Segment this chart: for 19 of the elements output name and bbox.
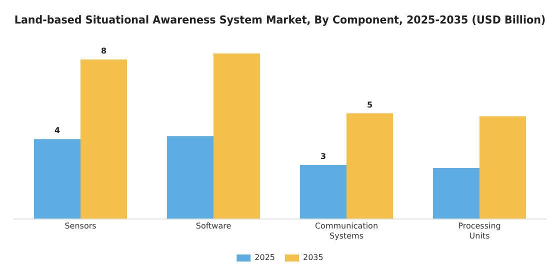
bar [432,168,480,219]
bar [300,165,346,219]
data-label: 3 [320,152,326,162]
legend-label: 2025 [254,253,275,262]
bar [80,59,128,219]
bar [214,53,260,219]
data-label: 4 [54,126,60,136]
data-label: 5 [366,100,373,110]
legend-label: 2035 [303,253,324,262]
x-tick-label: Communication Systems [314,222,378,240]
bar [34,139,80,219]
bar [346,113,394,219]
x-tick-label: Sensors [64,222,96,231]
chart-title: Land-based Situational Awareness System Market, By Component, 2025-2035 (USD Billion) [14,13,546,27]
bar [480,116,526,219]
x-tick-label: Processing Units [458,222,501,240]
x-tick-label: Software [196,222,232,231]
data-label: 8 [100,46,107,56]
bar [166,136,214,219]
